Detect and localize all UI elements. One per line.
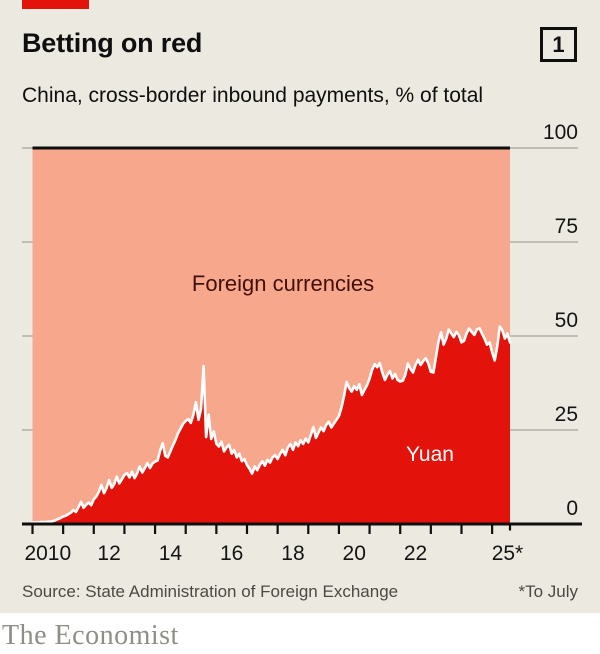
x-axis-label-2018: 18 bbox=[281, 542, 305, 565]
y-axis-label-0: 0 bbox=[566, 497, 578, 520]
footnote: *To July bbox=[518, 582, 578, 601]
chart-title: Betting on red bbox=[22, 28, 203, 58]
y-axis-label-75: 75 bbox=[554, 215, 578, 238]
economist-wordmark: The Economist bbox=[2, 620, 179, 651]
series-boundary-line bbox=[31, 325, 512, 524]
x-axis-label-2025: 25* bbox=[491, 542, 524, 565]
x-axis-label-2020: 20 bbox=[342, 542, 366, 565]
x-axis-label-2010: 2010 bbox=[24, 542, 72, 565]
y-axis-label-100: 100 bbox=[542, 121, 578, 144]
y-axis-label-50: 50 bbox=[554, 309, 578, 332]
chart-subtitle: China, cross-border inbound payments, % … bbox=[22, 84, 484, 107]
source-note: Source: State Administration of Foreign … bbox=[22, 582, 399, 601]
yuan-label: Yuan bbox=[406, 443, 454, 466]
x-axis-label-2014: 14 bbox=[158, 542, 183, 565]
x-axis-label-2012: 12 bbox=[97, 542, 121, 565]
foreign-currencies-label: Foreign currencies bbox=[191, 271, 375, 296]
y-axis-label-25: 25 bbox=[554, 403, 578, 426]
x-axis-ticks bbox=[31, 524, 512, 534]
economist-red-tab bbox=[22, 0, 89, 9]
x-axis-label-2016: 16 bbox=[219, 542, 244, 565]
x-axis-label-2022: 22 bbox=[403, 542, 428, 565]
chart-index-number: 1 bbox=[552, 31, 565, 57]
chart-index-box: 1 bbox=[540, 27, 577, 62]
